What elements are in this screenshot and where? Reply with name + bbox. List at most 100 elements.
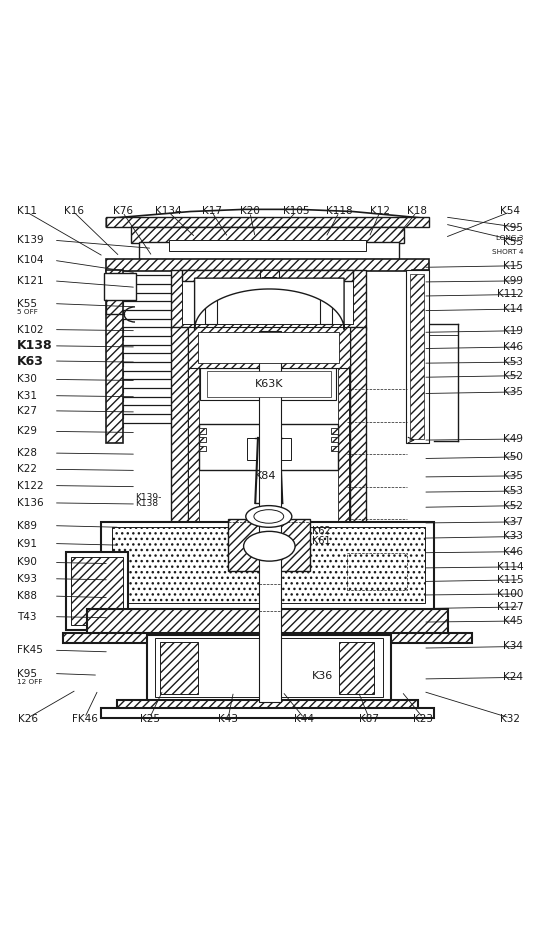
- Text: K26: K26: [18, 714, 38, 724]
- Text: FK45: FK45: [17, 645, 43, 656]
- Bar: [206, 371, 331, 397]
- Bar: [201, 286, 222, 293]
- Text: K105: K105: [282, 206, 309, 216]
- Text: K52: K52: [503, 371, 523, 380]
- Text: K55: K55: [17, 299, 37, 309]
- Bar: [280, 438, 291, 459]
- Text: K63K: K63K: [255, 379, 283, 389]
- Text: K20: K20: [240, 206, 260, 216]
- Bar: [331, 445, 338, 451]
- Text: K19: K19: [503, 326, 523, 336]
- Bar: [320, 292, 332, 325]
- Bar: [182, 278, 353, 325]
- Text: K99: K99: [503, 276, 523, 286]
- Text: K88: K88: [17, 591, 37, 601]
- Text: K34: K34: [503, 642, 523, 651]
- Bar: [87, 608, 447, 635]
- Text: K33: K33: [503, 531, 523, 541]
- Text: K136: K136: [17, 498, 43, 508]
- Bar: [101, 522, 434, 611]
- Bar: [104, 272, 136, 299]
- Text: K100: K100: [497, 589, 523, 599]
- Bar: [410, 274, 424, 439]
- Bar: [199, 424, 338, 471]
- Bar: [262, 277, 276, 284]
- Text: K63: K63: [17, 354, 44, 367]
- Text: 5 OFF: 5 OFF: [17, 310, 37, 315]
- Bar: [106, 270, 123, 444]
- Text: K53: K53: [503, 357, 523, 367]
- Text: K139-: K139-: [135, 493, 161, 502]
- Text: K35: K35: [503, 387, 523, 397]
- Text: K31: K31: [17, 391, 37, 401]
- Bar: [131, 227, 404, 243]
- Bar: [331, 437, 338, 443]
- Text: K61: K61: [312, 536, 331, 546]
- Bar: [200, 367, 337, 400]
- Text: K104: K104: [17, 255, 43, 265]
- Text: K87: K87: [359, 714, 379, 724]
- Text: K115: K115: [497, 575, 523, 585]
- Bar: [155, 638, 382, 697]
- Text: FK46: FK46: [72, 714, 98, 724]
- Text: K36: K36: [312, 671, 333, 682]
- Bar: [187, 326, 350, 367]
- Bar: [63, 633, 472, 643]
- Bar: [187, 329, 199, 522]
- Text: K139: K139: [17, 235, 43, 246]
- Text: SHORT 4: SHORT 4: [492, 248, 523, 255]
- Text: K43: K43: [218, 714, 238, 724]
- Text: K11: K11: [17, 206, 37, 216]
- Text: K22: K22: [17, 464, 37, 474]
- Text: K18: K18: [407, 206, 427, 216]
- Bar: [339, 642, 375, 694]
- Text: K17: K17: [202, 206, 222, 216]
- Bar: [139, 242, 399, 259]
- Bar: [247, 438, 257, 459]
- Text: K12: K12: [370, 206, 390, 216]
- Text: K53: K53: [503, 486, 523, 496]
- Text: LONG 3: LONG 3: [496, 234, 523, 241]
- Text: K35: K35: [503, 471, 523, 481]
- Text: K127: K127: [497, 602, 523, 612]
- Bar: [258, 331, 281, 702]
- Text: K93: K93: [17, 574, 37, 584]
- Bar: [117, 700, 418, 710]
- Text: K29: K29: [17, 427, 37, 436]
- Text: K89: K89: [17, 521, 37, 531]
- Bar: [101, 708, 434, 719]
- Text: K138: K138: [17, 339, 53, 352]
- Text: K54: K54: [500, 206, 520, 216]
- Bar: [228, 519, 311, 571]
- Text: K25: K25: [140, 714, 160, 724]
- Text: K27: K27: [17, 405, 37, 416]
- Text: K55: K55: [503, 237, 523, 246]
- Text: K32: K32: [500, 714, 520, 724]
- Text: K121: K121: [17, 276, 43, 286]
- Text: K50: K50: [503, 452, 523, 462]
- Text: K45: K45: [503, 616, 523, 626]
- Ellipse shape: [254, 510, 283, 524]
- Bar: [406, 270, 428, 444]
- Bar: [182, 270, 353, 281]
- Bar: [199, 445, 206, 451]
- Text: K95: K95: [17, 669, 37, 679]
- Text: K62: K62: [312, 526, 331, 536]
- Text: K91: K91: [17, 538, 37, 549]
- Bar: [171, 270, 367, 329]
- Bar: [199, 428, 206, 433]
- Text: K46: K46: [503, 342, 523, 352]
- Polygon shape: [194, 278, 344, 329]
- Bar: [168, 240, 367, 251]
- Bar: [260, 270, 279, 278]
- Text: K23: K23: [413, 714, 433, 724]
- Ellipse shape: [246, 506, 292, 527]
- Text: K84: K84: [255, 471, 277, 481]
- Bar: [205, 292, 217, 325]
- Text: K37: K37: [503, 517, 523, 527]
- Text: K114: K114: [497, 562, 523, 572]
- Text: K138: K138: [135, 499, 158, 509]
- Bar: [331, 428, 338, 433]
- Text: K118: K118: [326, 206, 352, 216]
- Text: K76: K76: [112, 206, 132, 216]
